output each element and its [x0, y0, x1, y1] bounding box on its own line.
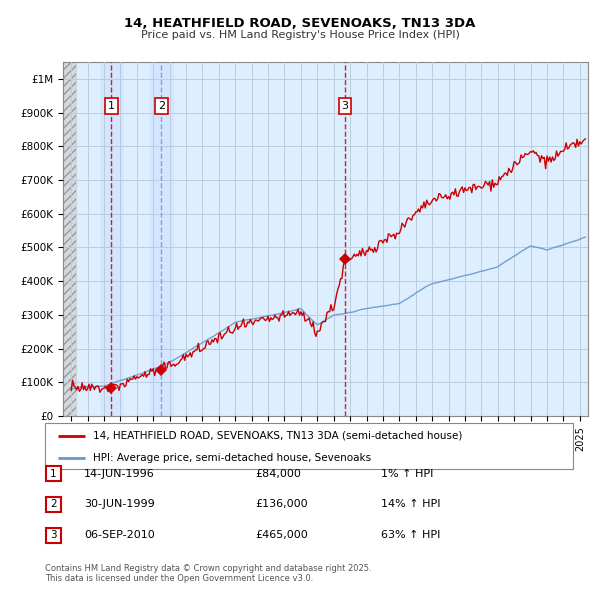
Text: Contains HM Land Registry data © Crown copyright and database right 2025.
This d: Contains HM Land Registry data © Crown c… [45, 563, 371, 583]
Text: £136,000: £136,000 [255, 500, 308, 509]
FancyBboxPatch shape [46, 497, 61, 512]
Text: 30-JUN-1999: 30-JUN-1999 [84, 500, 155, 509]
Bar [150, 62, 173, 416]
Text: 63% ↑ HPI: 63% ↑ HPI [381, 530, 440, 540]
Bar [63, 62, 76, 416]
Bar [63, 62, 76, 416]
Text: 14% ↑ HPI: 14% ↑ HPI [381, 500, 440, 509]
Text: 06-SEP-2010: 06-SEP-2010 [84, 530, 155, 540]
FancyBboxPatch shape [46, 466, 61, 481]
Text: 3: 3 [341, 101, 349, 111]
Text: 14, HEATHFIELD ROAD, SEVENOAKS, TN13 3DA: 14, HEATHFIELD ROAD, SEVENOAKS, TN13 3DA [124, 17, 476, 30]
Text: 14-JUN-1996: 14-JUN-1996 [84, 469, 155, 478]
Text: 1: 1 [108, 101, 115, 111]
Text: £465,000: £465,000 [255, 530, 308, 540]
Text: 1: 1 [50, 469, 57, 478]
Text: 3: 3 [50, 530, 57, 540]
Text: £84,000: £84,000 [255, 469, 301, 478]
Text: 14, HEATHFIELD ROAD, SEVENOAKS, TN13 3DA (semi-detached house): 14, HEATHFIELD ROAD, SEVENOAKS, TN13 3DA… [92, 431, 462, 441]
Text: 2: 2 [158, 101, 165, 111]
Text: HPI: Average price, semi-detached house, Sevenoaks: HPI: Average price, semi-detached house,… [92, 453, 371, 463]
Text: 2: 2 [50, 500, 57, 509]
FancyBboxPatch shape [45, 423, 573, 469]
Text: 1% ↑ HPI: 1% ↑ HPI [381, 469, 433, 478]
Text: Price paid vs. HM Land Registry's House Price Index (HPI): Price paid vs. HM Land Registry's House … [140, 30, 460, 40]
Bar [101, 62, 122, 416]
FancyBboxPatch shape [46, 527, 61, 543]
